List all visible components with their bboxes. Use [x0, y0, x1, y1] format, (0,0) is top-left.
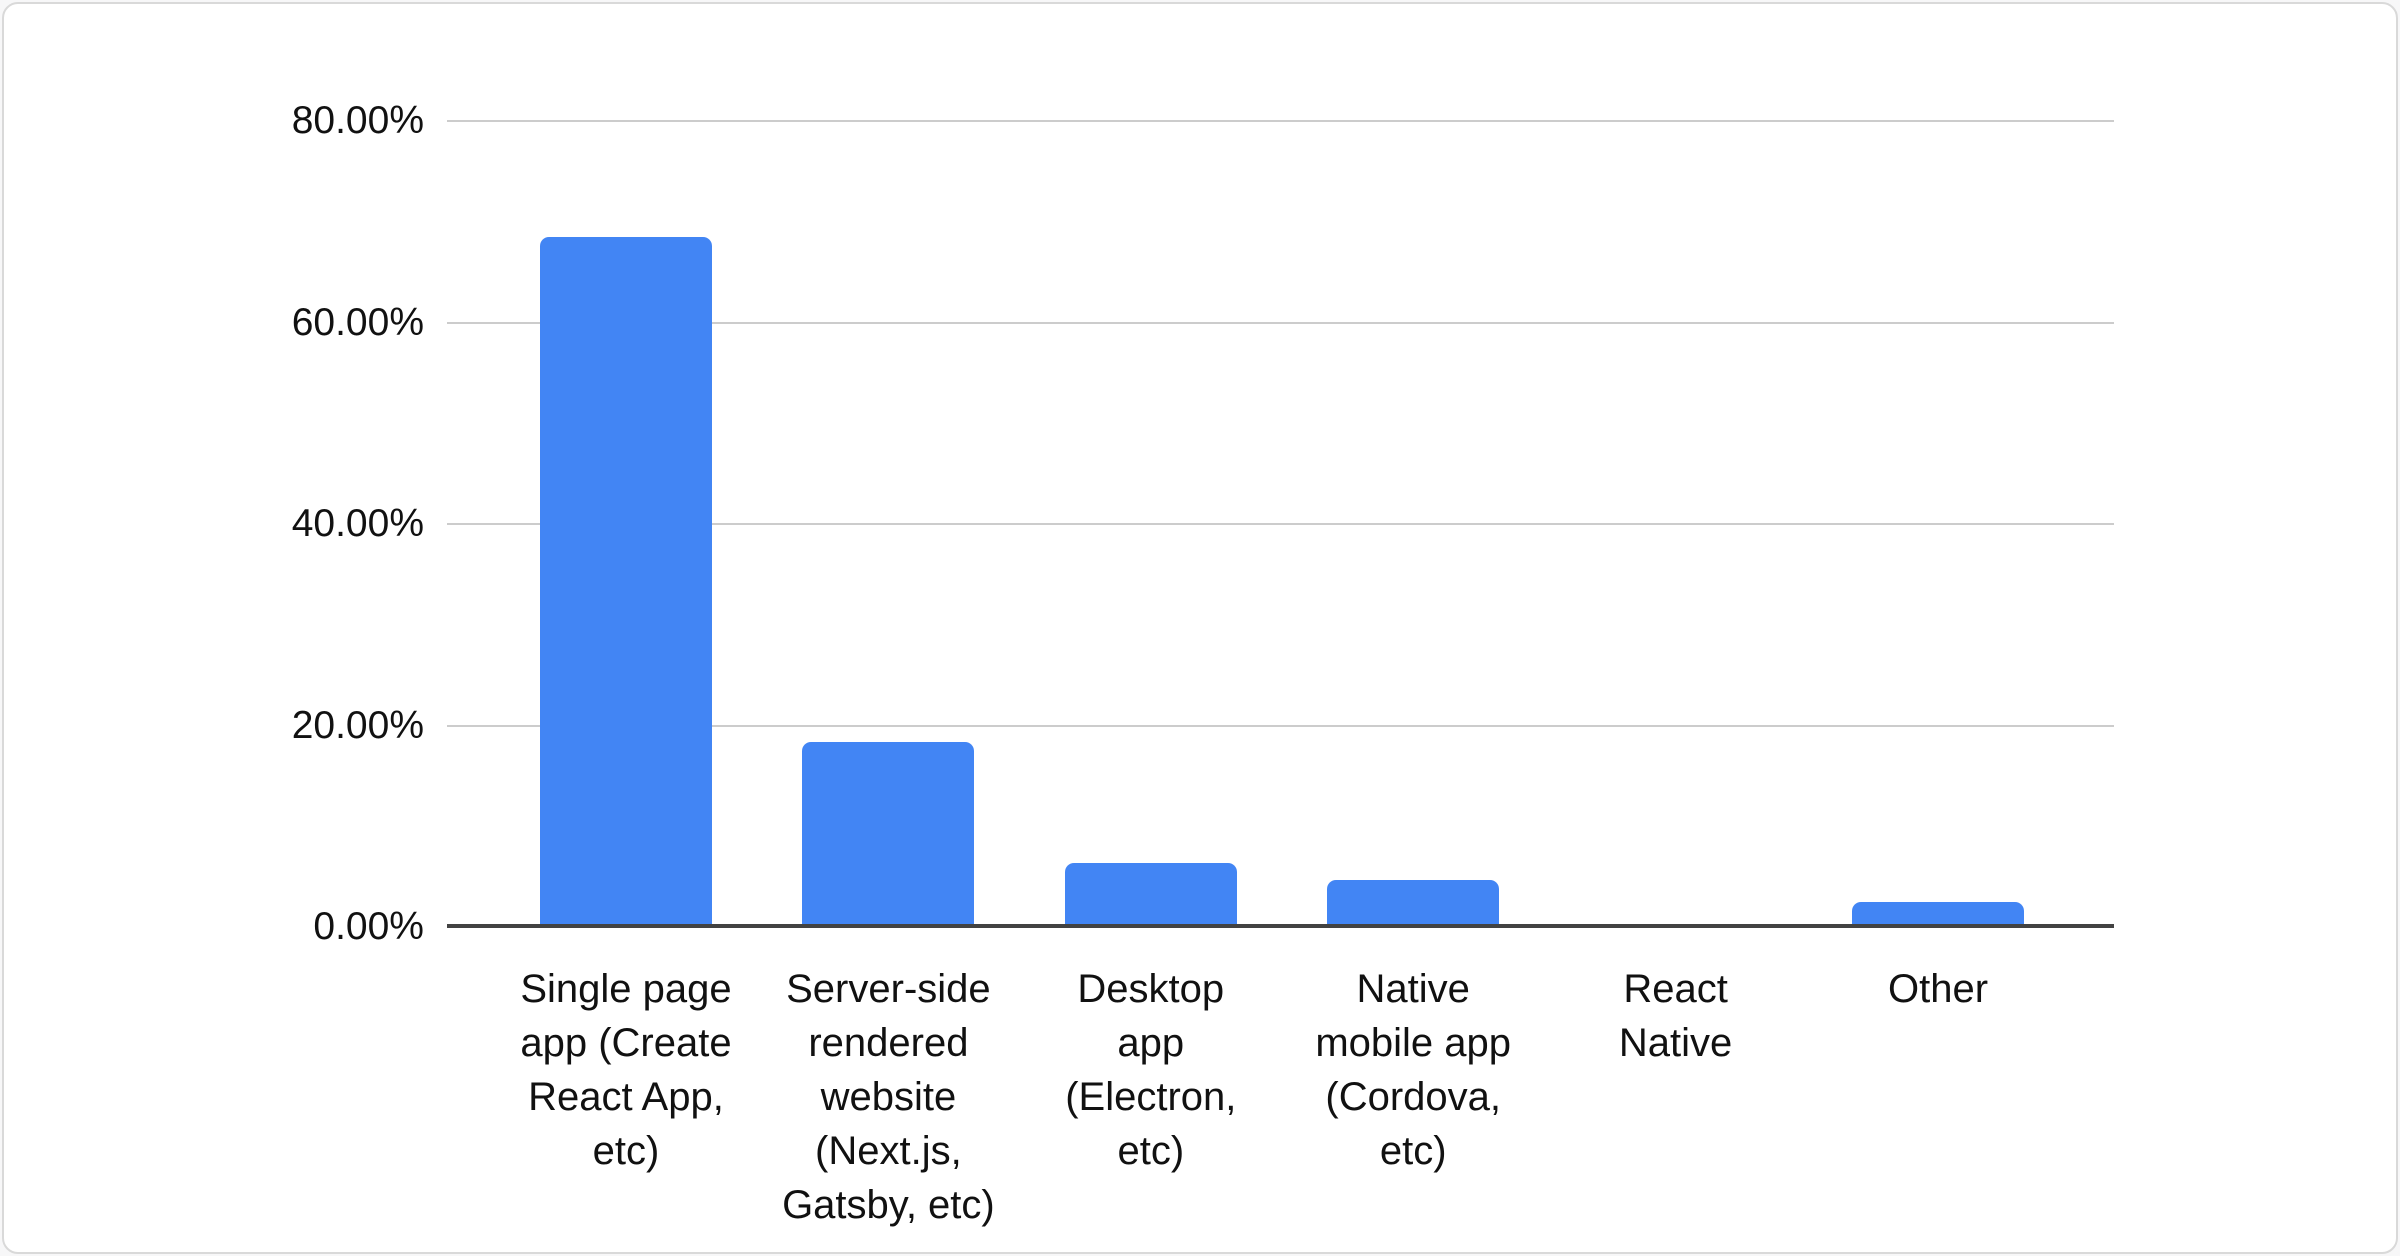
gridline-40pct — [447, 523, 2114, 525]
y-tick-label: 20.00% — [291, 703, 424, 747]
x-category-label-line: (Electron, — [1065, 1075, 1237, 1119]
y-tick-label: 80.00% — [291, 99, 424, 142]
x-category-label-native-mobile-app: Native mobile app (Cordova, etc) — [1263, 962, 1563, 1178]
x-category-label-line: Server-side — [786, 967, 991, 1011]
x-category-label-react-native: React Native — [1526, 962, 1826, 1070]
x-category-label-line: Native — [1618, 1021, 1733, 1065]
x-category-label-line: etc) — [592, 1129, 660, 1173]
x-category-label-line: app — [1117, 1021, 1185, 1065]
x-category-label-line: mobile app — [1315, 1021, 1512, 1065]
bar-native-mobile-app[interactable] — [1327, 879, 1500, 927]
bar-chart: 0.00% 20.00% 40.00% 60.00% 80.00% Single pag… — [4, 4, 2396, 1252]
x-category-label-line: Native — [1356, 967, 1470, 1011]
x-category-label-line: Gatsby, etc) — [782, 1183, 995, 1227]
x-category-label-line: Other — [1887, 967, 1989, 1011]
x-category-label-line: etc) — [1117, 1129, 1185, 1173]
x-category-label-line: React App, — [528, 1075, 724, 1119]
bar-desktop-app[interactable] — [1064, 862, 1237, 927]
bar-single-page-app[interactable] — [540, 236, 712, 927]
gridline-80pct — [447, 120, 2114, 122]
x-category-label-line: website — [820, 1075, 957, 1119]
x-category-label-line: etc) — [1379, 1129, 1447, 1173]
x-category-label-other: Other — [1788, 962, 2088, 1016]
bar-server-side-rendered-website[interactable] — [802, 741, 975, 927]
y-tick-label: 40.00% — [291, 502, 424, 545]
x-category-label-line: Single page — [520, 967, 732, 1011]
x-category-label-line: app (Create — [520, 1021, 732, 1065]
x-category-label-line: (Next.js, — [815, 1129, 962, 1173]
gridline-60pct — [447, 321, 2114, 324]
gridline-20pct — [447, 724, 2114, 727]
y-tick-label: 60.00% — [291, 300, 424, 344]
y-tick-label: 0.00% — [313, 905, 424, 948]
x-axis-line — [447, 924, 2114, 928]
x-category-label-desktop-app: Desktop app (Electron, etc) — [1001, 962, 1301, 1178]
x-category-label-line: rendered — [808, 1021, 969, 1065]
x-category-label-line: Desktop — [1077, 967, 1225, 1011]
x-category-label-line: (Cordova, — [1325, 1075, 1501, 1119]
x-category-label-single-page-app: Single page app (Create React App, etc) — [476, 962, 776, 1178]
x-category-label-server-side-rendered-website: Server-side rendered website (Next.js, Gatsb… — [738, 962, 1038, 1232]
bar-other[interactable] — [1852, 901, 2024, 927]
x-category-label-line: React — [1623, 967, 1728, 1011]
